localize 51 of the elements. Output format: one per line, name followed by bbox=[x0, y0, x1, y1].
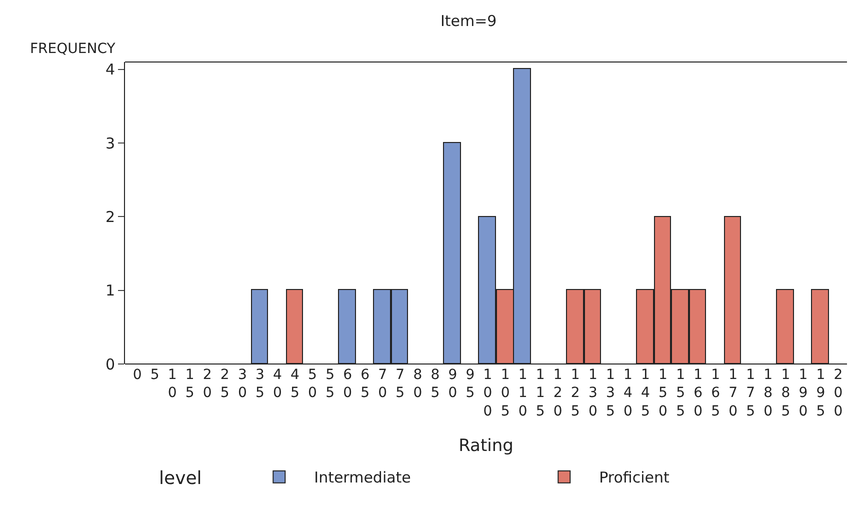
x-tick-label: 60 bbox=[343, 367, 352, 402]
x-tick-label: 85 bbox=[430, 367, 440, 402]
x-tick-label: 65 bbox=[360, 367, 370, 402]
x-tick-label: 35 bbox=[255, 367, 264, 402]
x-tick-label: 125 bbox=[570, 367, 580, 420]
legend-label: Proficient bbox=[599, 468, 670, 487]
legend-label: Intermediate bbox=[314, 468, 411, 487]
x-tick-label: 100 bbox=[483, 367, 492, 420]
x-tick-label: 110 bbox=[518, 367, 528, 420]
x-tick-label: 170 bbox=[728, 367, 738, 420]
x-tick-label: 190 bbox=[798, 367, 808, 420]
x-tick-label: 115 bbox=[536, 367, 545, 420]
x-tick-label: 140 bbox=[623, 367, 632, 420]
x-tick-label: 70 bbox=[378, 367, 388, 402]
x-tick-label: 10 bbox=[168, 367, 177, 402]
x-tick-label: 20 bbox=[202, 367, 212, 402]
x-tick-label: 95 bbox=[466, 367, 475, 402]
x-tick-label: 175 bbox=[746, 367, 756, 420]
x-tick-label: 200 bbox=[834, 367, 843, 420]
x-tick-label: 30 bbox=[238, 367, 247, 402]
x-axis-title: Rating bbox=[458, 436, 514, 456]
x-tick-label: 120 bbox=[553, 367, 562, 420]
y-tick-label: 1 bbox=[105, 282, 115, 300]
x-tick-label: 40 bbox=[273, 367, 282, 402]
y-tick-label: 4 bbox=[105, 60, 115, 79]
x-tick-label: 105 bbox=[500, 367, 510, 420]
x-tick-label: 90 bbox=[448, 367, 458, 402]
x-tick-label: 50 bbox=[308, 367, 317, 402]
x-tick-label: 180 bbox=[764, 367, 773, 420]
x-tick-label: 135 bbox=[606, 367, 615, 420]
x-tick-label: 150 bbox=[658, 367, 668, 420]
x-tick-label: 0 bbox=[132, 367, 142, 383]
y-axis-title: FREQUENCY bbox=[30, 41, 116, 57]
x-tick-label: 75 bbox=[396, 367, 405, 402]
x-tick-label: 45 bbox=[290, 367, 300, 402]
x-tick-label: 165 bbox=[711, 367, 720, 420]
x-tick-label: 155 bbox=[676, 367, 685, 420]
y-tick-label: 2 bbox=[105, 208, 115, 226]
x-tick-label: 195 bbox=[816, 367, 826, 420]
y-tick-label: 3 bbox=[105, 134, 115, 152]
x-tick-label: 15 bbox=[185, 367, 194, 402]
x-tick-label: 80 bbox=[413, 367, 422, 402]
x-tick-label: 130 bbox=[588, 367, 598, 420]
chart-title: Item=9 bbox=[440, 12, 497, 30]
x-tick-label: 55 bbox=[326, 367, 334, 402]
x-tick-label: 160 bbox=[694, 367, 703, 420]
x-tick-label: 185 bbox=[781, 367, 790, 420]
x-tick-label: 25 bbox=[220, 367, 230, 402]
legend-title: level bbox=[159, 468, 236, 490]
x-tick-label: 145 bbox=[641, 367, 650, 420]
x-tick-label: 5 bbox=[150, 367, 160, 383]
